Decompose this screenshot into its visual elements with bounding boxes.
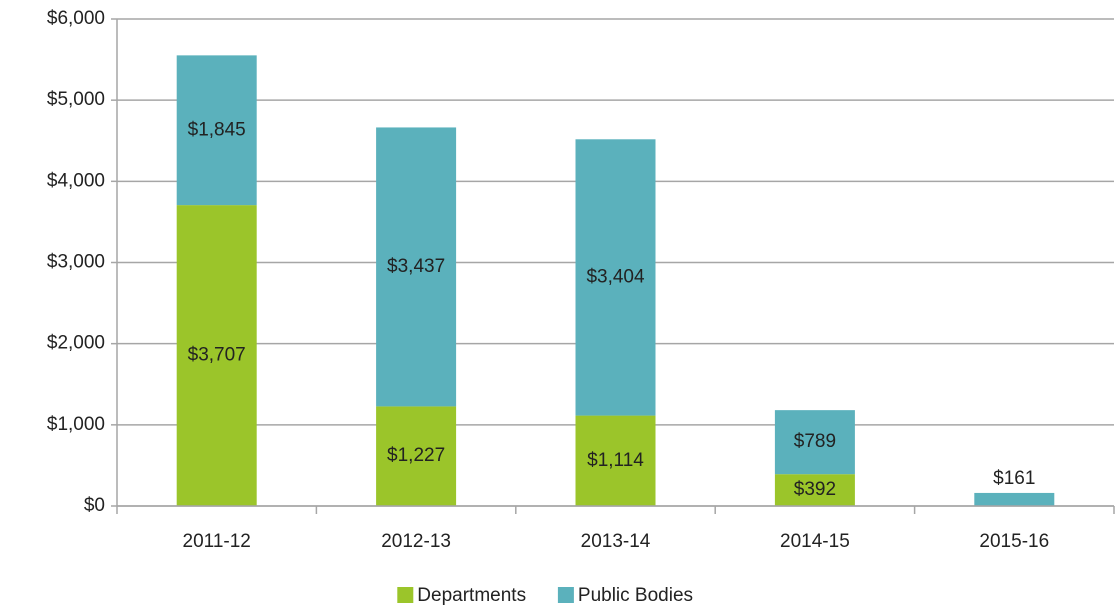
data-label: $392 xyxy=(794,479,836,500)
data-label: $3,404 xyxy=(586,266,645,287)
legend-label: Departments xyxy=(417,585,526,606)
x-tick-label: 2013-14 xyxy=(581,531,651,552)
x-tick-label: 2011-12 xyxy=(183,531,251,552)
data-label: $1,845 xyxy=(188,119,246,140)
legend-swatch xyxy=(557,587,574,603)
y-tick-label: $3,000 xyxy=(47,252,105,273)
y-tick-label: $4,000 xyxy=(47,170,105,191)
data-label: $1,227 xyxy=(387,445,445,466)
data-label: $161 xyxy=(993,468,1035,489)
data-label: $3,437 xyxy=(387,256,445,277)
bar-segment xyxy=(974,492,1055,506)
x-tick-label: 2014-15 xyxy=(780,531,850,552)
x-tick-label: 2012-13 xyxy=(381,531,451,552)
bar-segment xyxy=(575,415,656,506)
legend-swatch xyxy=(397,587,414,603)
bar-segment xyxy=(575,139,656,416)
y-tick-label: $6,000 xyxy=(47,8,105,29)
y-tick-label: $5,000 xyxy=(47,89,105,110)
data-label: $1,114 xyxy=(587,450,644,471)
bar-segment xyxy=(376,127,457,407)
bar-segment xyxy=(774,474,855,506)
y-tick-label: $2,000 xyxy=(47,333,105,354)
x-tick-label: 2015-16 xyxy=(979,531,1049,552)
bar-segment xyxy=(176,205,257,506)
bar-segment xyxy=(774,410,855,475)
legend-label: Public Bodies xyxy=(578,585,693,606)
y-tick-label: $1,000 xyxy=(47,414,105,435)
bar-segment xyxy=(176,55,257,206)
data-label: $3,707 xyxy=(188,345,246,366)
bar-segment xyxy=(376,406,457,506)
data-label: $789 xyxy=(794,431,836,452)
y-tick-label: $0 xyxy=(84,495,105,516)
